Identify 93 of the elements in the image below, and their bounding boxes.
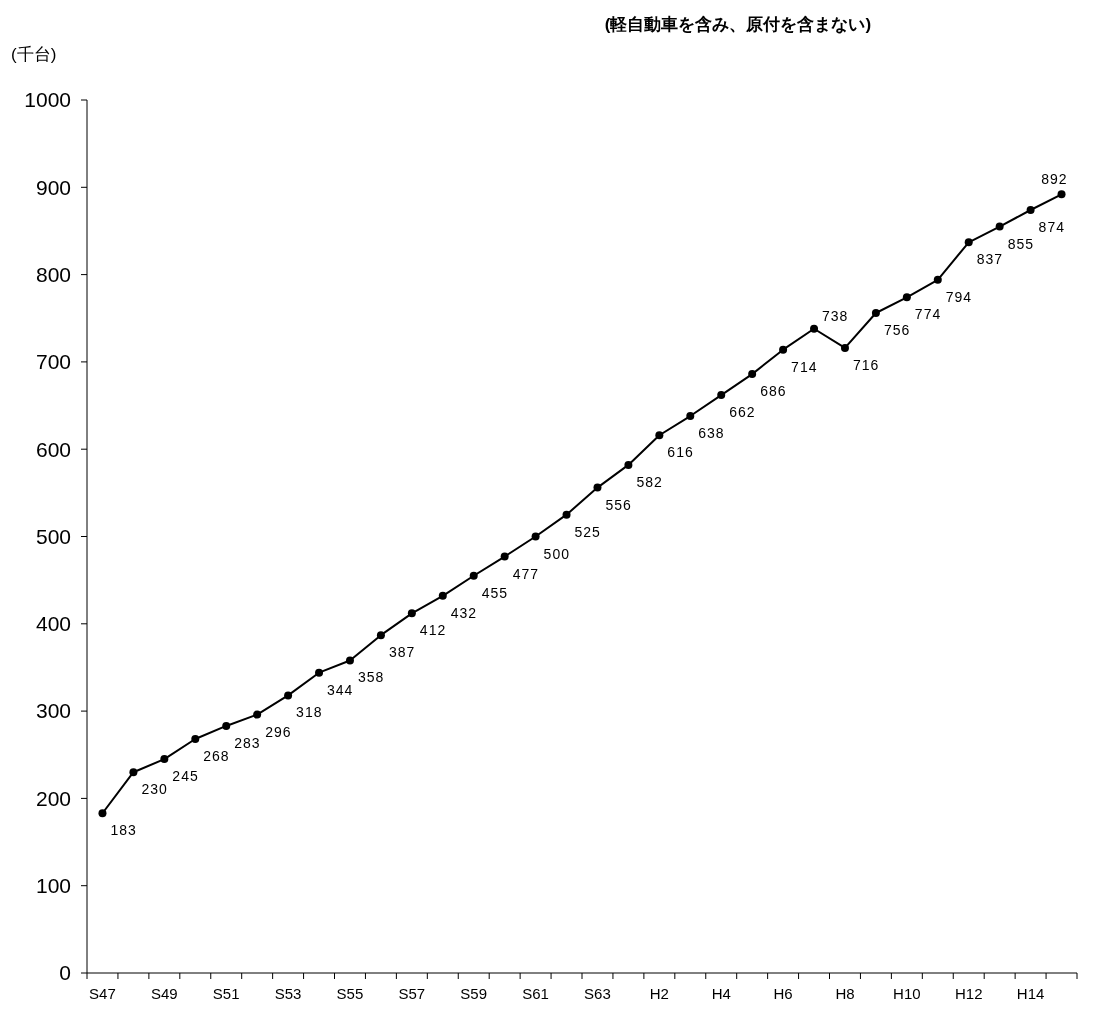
point (469, 571, 478, 580)
point (345, 656, 354, 665)
point (655, 431, 664, 440)
x-tick-label: H12 (954, 985, 983, 1002)
point (376, 631, 385, 640)
x-tick-label: S61 (522, 985, 549, 1002)
x-tick-label: H14 (1016, 985, 1045, 1002)
y-tick-label: 200 (35, 786, 71, 810)
data-label: 183 (110, 822, 137, 839)
point (500, 552, 509, 561)
y-tick-label: 1000 (24, 88, 71, 112)
y-tick-label: 500 (35, 524, 71, 548)
data-label: 432 (450, 604, 478, 621)
x-tick-label: S47 (89, 985, 116, 1002)
data-label: 582 (636, 473, 663, 490)
point (995, 222, 1004, 231)
point (222, 721, 231, 730)
x-tick-label: S49 (150, 985, 178, 1002)
data-label: 455 (481, 584, 509, 601)
data-label: 268 (203, 748, 230, 765)
point (902, 293, 911, 302)
y-tick-label: 300 (35, 699, 71, 723)
y-axis-title: (千台) (11, 45, 57, 64)
data-label: 638 (698, 425, 725, 442)
data-label: 358 (357, 669, 385, 686)
point (531, 532, 540, 541)
point (810, 324, 819, 333)
data-label: 714 (791, 358, 818, 375)
point (562, 510, 571, 519)
point (624, 460, 633, 469)
point (871, 309, 880, 318)
y-tick-label: 900 (35, 175, 71, 199)
point (593, 483, 602, 492)
chart-title: (軽自動車を含み、原付を含まない) (604, 15, 872, 34)
x-tick-label: S57 (398, 985, 426, 1002)
data-label: 318 (296, 704, 323, 721)
x-tick-label: S55 (336, 985, 364, 1002)
data-label: 283 (234, 734, 261, 751)
y-tick-label: 600 (35, 437, 71, 461)
point (160, 755, 169, 764)
data-label: 296 (265, 723, 292, 740)
point (253, 710, 262, 719)
y-tick-label: 800 (35, 262, 71, 286)
x-tick-label: H2 (649, 985, 669, 1002)
data-label: 774 (914, 306, 942, 323)
data-label: 716 (852, 356, 880, 373)
point (129, 768, 138, 777)
data-label: 500 (543, 545, 570, 562)
point (407, 609, 416, 618)
point (1026, 206, 1035, 214)
y-tick-label: 0 (59, 961, 71, 985)
data-label: 837 (976, 251, 1004, 268)
point (98, 809, 107, 818)
data-label: 738 (822, 307, 849, 324)
data-label: 387 (388, 644, 416, 661)
point (284, 691, 293, 700)
data-label: 874 (1038, 219, 1065, 235)
data-label: 686 (760, 383, 787, 400)
data-label: 525 (574, 523, 601, 540)
data-label: 230 (141, 781, 168, 798)
data-label: 556 (605, 496, 632, 513)
point (748, 370, 757, 379)
data-label: 245 (172, 768, 199, 785)
data-label: 477 (512, 565, 540, 582)
data-label: 794 (945, 288, 973, 305)
x-tick-label: S53 (274, 985, 302, 1002)
y-tick-label: 700 (35, 350, 71, 374)
point (964, 238, 973, 247)
x-tick-label: H8 (835, 985, 855, 1002)
data-label: 662 (729, 404, 756, 421)
point (1057, 190, 1066, 199)
point (438, 591, 447, 600)
point (933, 275, 942, 284)
data-label: 855 (1007, 235, 1035, 252)
x-tick-label: S59 (460, 985, 488, 1002)
data-label: 344 (327, 681, 354, 698)
y-tick-label: 100 (35, 874, 71, 898)
x-tick-label: H10 (893, 985, 921, 1002)
point (779, 345, 788, 354)
y-tick-label: 400 (35, 612, 71, 636)
x-tick-label: S63 (584, 985, 611, 1002)
data-label: 892 (1041, 171, 1068, 188)
point (686, 412, 695, 421)
point (191, 735, 200, 744)
point (840, 343, 849, 352)
data-label: 616 (667, 444, 694, 461)
point (717, 391, 726, 400)
data-label: 756 (883, 322, 911, 339)
x-tick-label: H6 (773, 985, 793, 1002)
point (315, 668, 324, 677)
data-label: 412 (419, 622, 447, 639)
x-tick-label: S51 (212, 985, 240, 1002)
x-tick-label: H4 (711, 985, 731, 1002)
